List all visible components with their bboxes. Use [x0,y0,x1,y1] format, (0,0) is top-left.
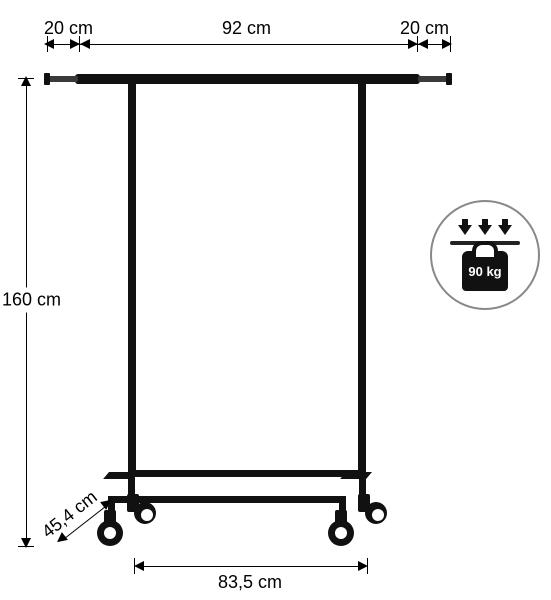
dim-top-bar: 92 cm [222,18,271,39]
dim-tick [18,546,34,547]
dim-tick [367,558,368,574]
rack-upright-right [358,82,366,474]
rack-base-side-right [340,472,372,479]
wheel-rear-right [365,502,387,524]
wheel-front-right [328,520,354,546]
dim-line-ext-right [368,44,450,45]
load-arrows-icon [458,219,512,235]
diagram-canvas: { "dimensions": { "ext_left": { "value":… [0,0,551,600]
dim-height: 160 cm [2,288,61,313]
rack-upright-left [128,82,136,474]
rack-base-rear [128,470,366,477]
arrow-icon [80,39,90,49]
dim-line-base [136,566,366,567]
dim-tick [134,558,135,574]
rack-top-bar [75,74,420,84]
wheel-front-left [97,520,123,546]
arrow-icon [134,561,144,571]
rack-ext-right-cap [446,73,452,85]
dim-tick [450,36,451,52]
dim-ext-left: 20 cm [44,18,93,39]
rack-ext-right [418,76,448,82]
load-capacity-badge: 90 kg [430,200,540,310]
weight-value: 90 kg [468,264,501,279]
wheel-rear-left [134,502,156,524]
arrow-icon [418,39,428,49]
rack-ext-left-cap [44,73,50,85]
arrow-icon [44,39,54,49]
dim-base: 83,5 cm [218,572,282,593]
weight-icon: 90 kg [462,251,508,291]
rack-ext-left [48,76,78,82]
dim-ext-right: 20 cm [400,18,449,39]
dim-tick [18,78,34,79]
